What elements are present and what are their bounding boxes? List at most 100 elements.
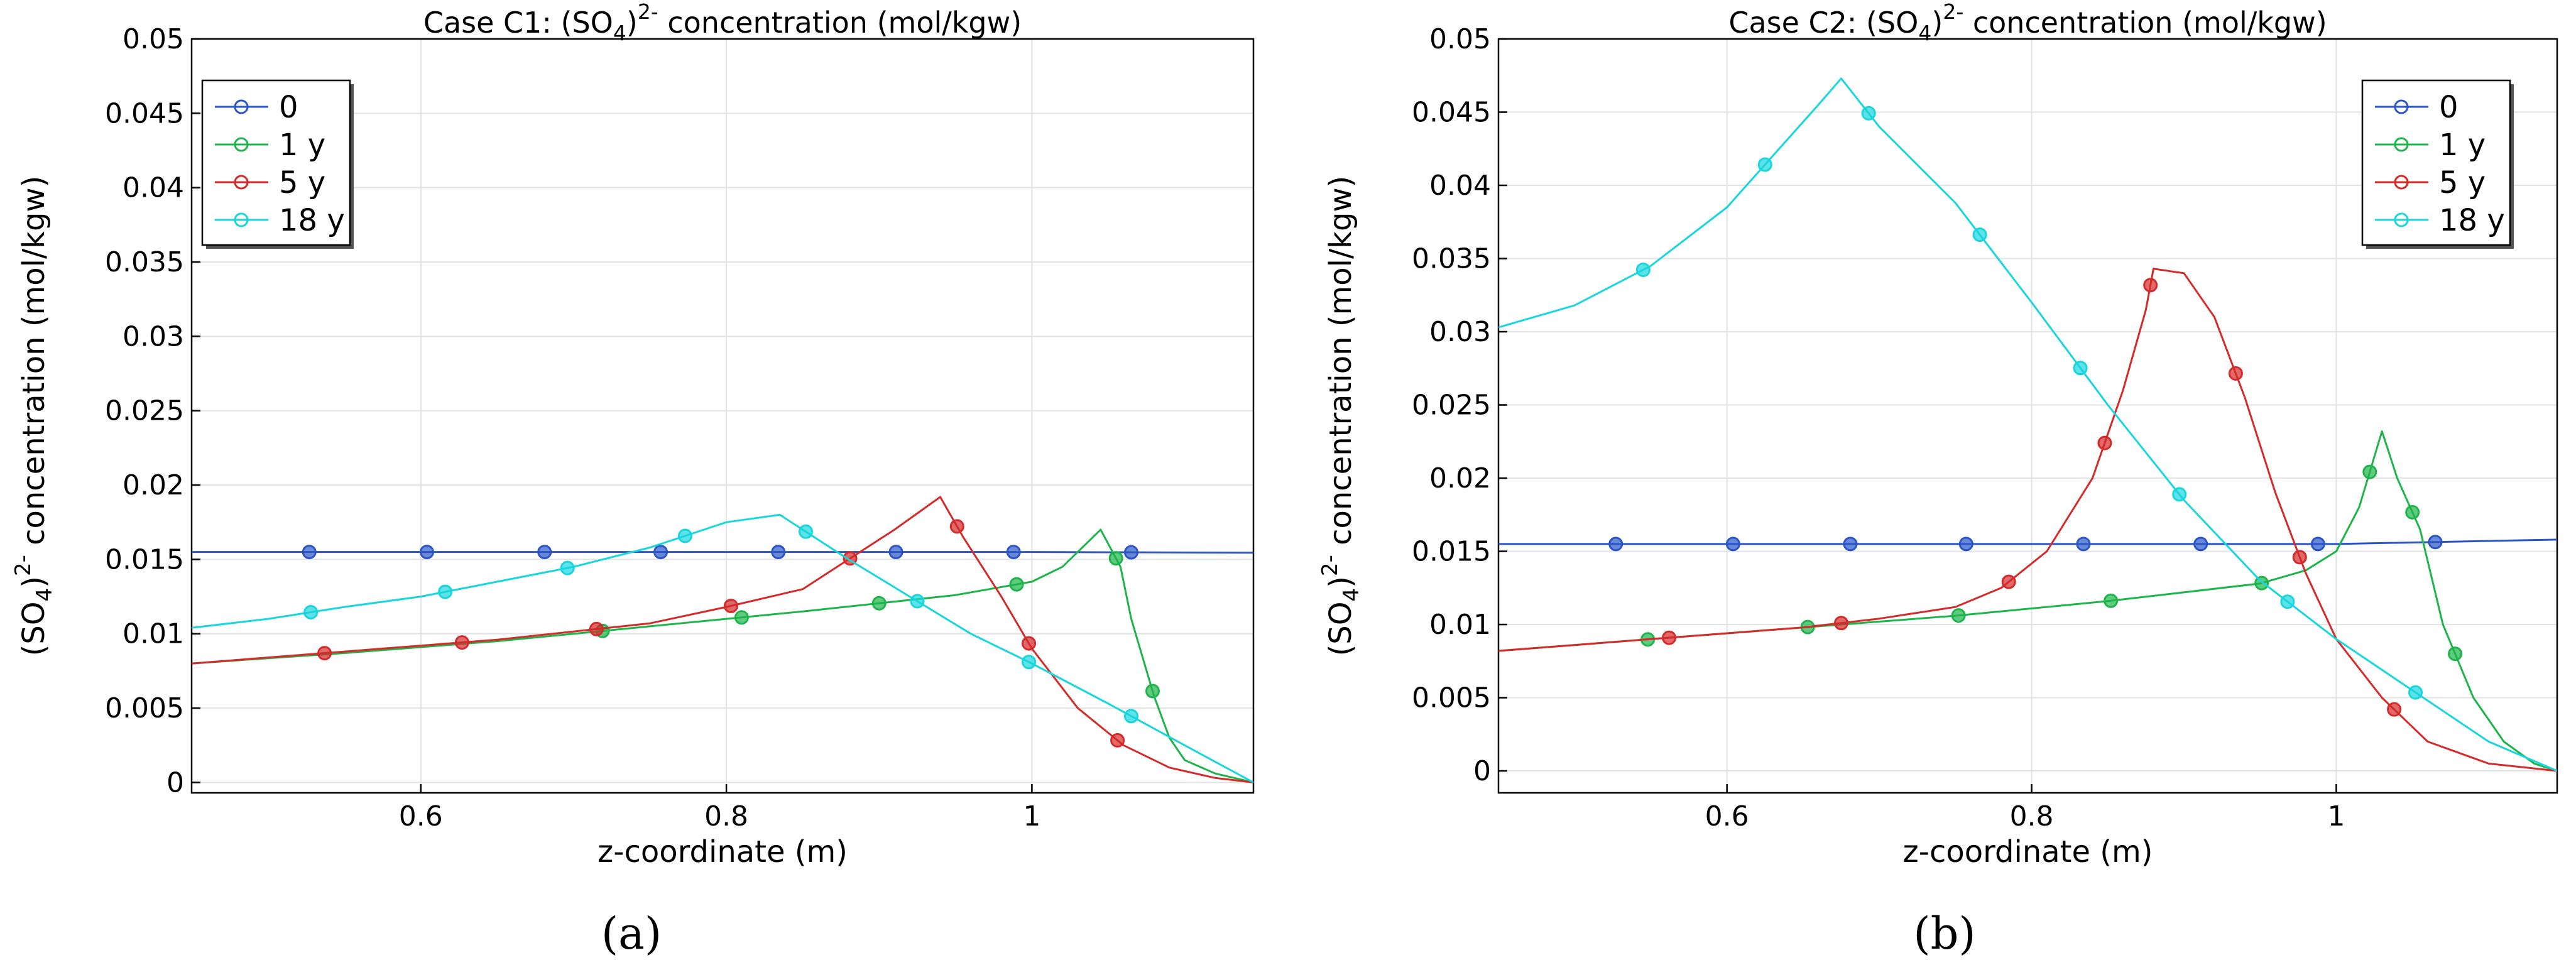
c2-y-tick-label: 0.01 <box>1429 609 1491 641</box>
c1-series-marker-18y <box>1123 709 1138 724</box>
c1-series-marker-1y <box>871 596 887 611</box>
c1-series-marker-0 <box>537 545 552 560</box>
c2-series-marker-1y <box>1951 608 1966 623</box>
c2-legend-marker-1y <box>2394 137 2409 152</box>
c2-series-marker-5y <box>2097 435 2112 450</box>
c1-series-marker-1y <box>1009 577 1024 592</box>
c2-series-line-1y <box>1498 430 2557 772</box>
c1-series-marker-5y <box>454 635 469 650</box>
c1-legend-label-0: 0 <box>279 90 298 125</box>
c2-y-tick-label: 0.045 <box>1412 97 1491 129</box>
c1-series-line-18y <box>192 513 1253 783</box>
c1-y-tick-label: 0.035 <box>105 246 184 278</box>
c1-legend-marker-18y <box>234 212 249 227</box>
c2-series-marker-0 <box>1725 537 1740 552</box>
c1-legend-label-18y: 18 y <box>279 203 345 238</box>
c1-panel-label: (a) <box>601 908 662 959</box>
c1-series-marker-5y <box>317 646 332 661</box>
c2-series-marker-0 <box>2310 537 2325 552</box>
c2-series-marker-0 <box>2193 537 2208 552</box>
c1-y-tick-label: 0.02 <box>123 469 184 501</box>
c1-legend-box <box>201 79 351 246</box>
c2-y-tick-label: 0.05 <box>1429 23 1491 55</box>
c1-series-marker-18y <box>438 584 453 599</box>
c1-series-marker-0 <box>888 545 903 560</box>
c1-series-marker-1y <box>734 610 749 625</box>
c1-x-tick-label: 1 <box>1023 800 1040 832</box>
c2-y-tick-label: 0.03 <box>1429 316 1491 348</box>
c2-series-marker-18y <box>1972 227 1987 243</box>
c1-y-tick-label: 0.015 <box>105 543 184 575</box>
c1-series-marker-5y <box>723 598 738 613</box>
c1-series-marker-5y <box>1110 733 1125 748</box>
c1-series-marker-18y <box>799 524 814 539</box>
c1-x-tick-label: 0.6 <box>399 800 443 832</box>
c2-series-marker-1y <box>2448 646 2463 662</box>
c1-y-tick-label: 0.03 <box>123 320 184 352</box>
c2-x-tick-label: 0.8 <box>2010 800 2054 832</box>
c2-y-tick-label: 0 <box>1473 755 1491 787</box>
c2-series-marker-18y <box>2073 361 2088 376</box>
c2-legend-label-18y: 18 y <box>2439 203 2505 238</box>
c1-legend-marker-1y <box>234 137 249 152</box>
c1-legend-marker-0 <box>234 99 249 114</box>
c2-series-marker-5y <box>2001 574 2016 589</box>
c2-legend-marker-18y <box>2394 212 2409 227</box>
c1-y-tick-label: 0.045 <box>105 97 184 129</box>
c1-series-marker-1y <box>1145 684 1160 699</box>
c2-series-marker-1y <box>2405 504 2420 520</box>
c2-panel-label: (b) <box>1913 908 1975 959</box>
c2-legend-label-0: 0 <box>2439 90 2459 125</box>
chart-case-c1: 0 0.005 0.01 0.015 0.02 0.025 0.03 0.035 0.04 0.0… <box>11 0 1255 959</box>
c2-series-marker-0 <box>1958 537 1973 552</box>
c1-series-marker-1y <box>1108 551 1123 566</box>
c2-legend-marker-5y <box>2394 175 2409 190</box>
c1-series-marker-18y <box>560 560 575 575</box>
c2-x-axis-label: z-coordinate (m) <box>1903 834 2153 870</box>
c2-axes-frame <box>1497 38 2558 794</box>
c1-chart-title: Case C1: (SO4)2- concentration (mol/kgw) <box>423 0 1022 45</box>
c1-legend-marker-5y <box>234 175 249 190</box>
c1-series-line-0 <box>192 551 1253 554</box>
c1-series-marker-0 <box>302 545 317 560</box>
c2-chart-title: Case C2: (SO4)2- concentration (mol/kgw) <box>1728 0 2327 45</box>
c1-x-axis-label: z-coordinate (m) <box>598 834 848 870</box>
c2-series-marker-18y <box>2172 487 2187 502</box>
c2-series-marker-5y <box>2292 550 2307 565</box>
c1-series-marker-0 <box>1123 545 1138 560</box>
c1-series-marker-0 <box>1006 545 1021 560</box>
c2-y-tick-label: 0.04 <box>1429 170 1491 202</box>
c2-series-line-0 <box>1498 538 2557 545</box>
c2-series-line-5y <box>1498 268 2557 772</box>
c1-legend: 01 y5 y18 y <box>201 79 354 249</box>
c2-legend-marker-0 <box>2394 99 2409 114</box>
c1-y-tick-label: 0.005 <box>105 692 184 724</box>
c2-legend-label-5y: 5 y <box>2439 165 2486 200</box>
c1-y-tick-label: 0.01 <box>123 618 184 650</box>
c2-legend: 01 y5 y18 y <box>2361 79 2514 249</box>
c1-series-marker-0 <box>419 545 434 560</box>
c2-series-marker-18y <box>2280 594 2295 609</box>
c1-series-marker-18y <box>303 604 319 619</box>
c2-series-marker-18y <box>2408 685 2423 700</box>
c2-legend-box <box>2361 79 2511 246</box>
c1-series-marker-18y <box>910 594 925 609</box>
c2-series-marker-0 <box>2076 537 2091 552</box>
c1-y-tick-label: 0.025 <box>105 395 184 427</box>
c1-series-marker-18y <box>1022 655 1037 670</box>
c2-y-tick-label: 0.015 <box>1412 536 1491 568</box>
c1-series-marker-5y <box>1022 636 1037 651</box>
c2-series-marker-18y <box>1635 262 1651 277</box>
c2-legend-label-1y: 1 y <box>2439 128 2486 163</box>
c1-series-marker-5y <box>589 621 604 636</box>
c2-y-tick-label: 0.025 <box>1412 390 1491 422</box>
c2-series-marker-5y <box>1834 616 1849 631</box>
c2-y-tick-label: 0.005 <box>1412 682 1491 714</box>
c2-y-tick-label: 0.02 <box>1429 462 1491 494</box>
c1-x-tick-label: 0.8 <box>704 800 748 832</box>
c1-plot-area <box>192 39 1253 793</box>
c2-x-tick-label: 1 <box>2327 800 2345 832</box>
c1-axes-frame <box>190 38 1255 794</box>
c1-series-marker-18y <box>677 528 692 543</box>
